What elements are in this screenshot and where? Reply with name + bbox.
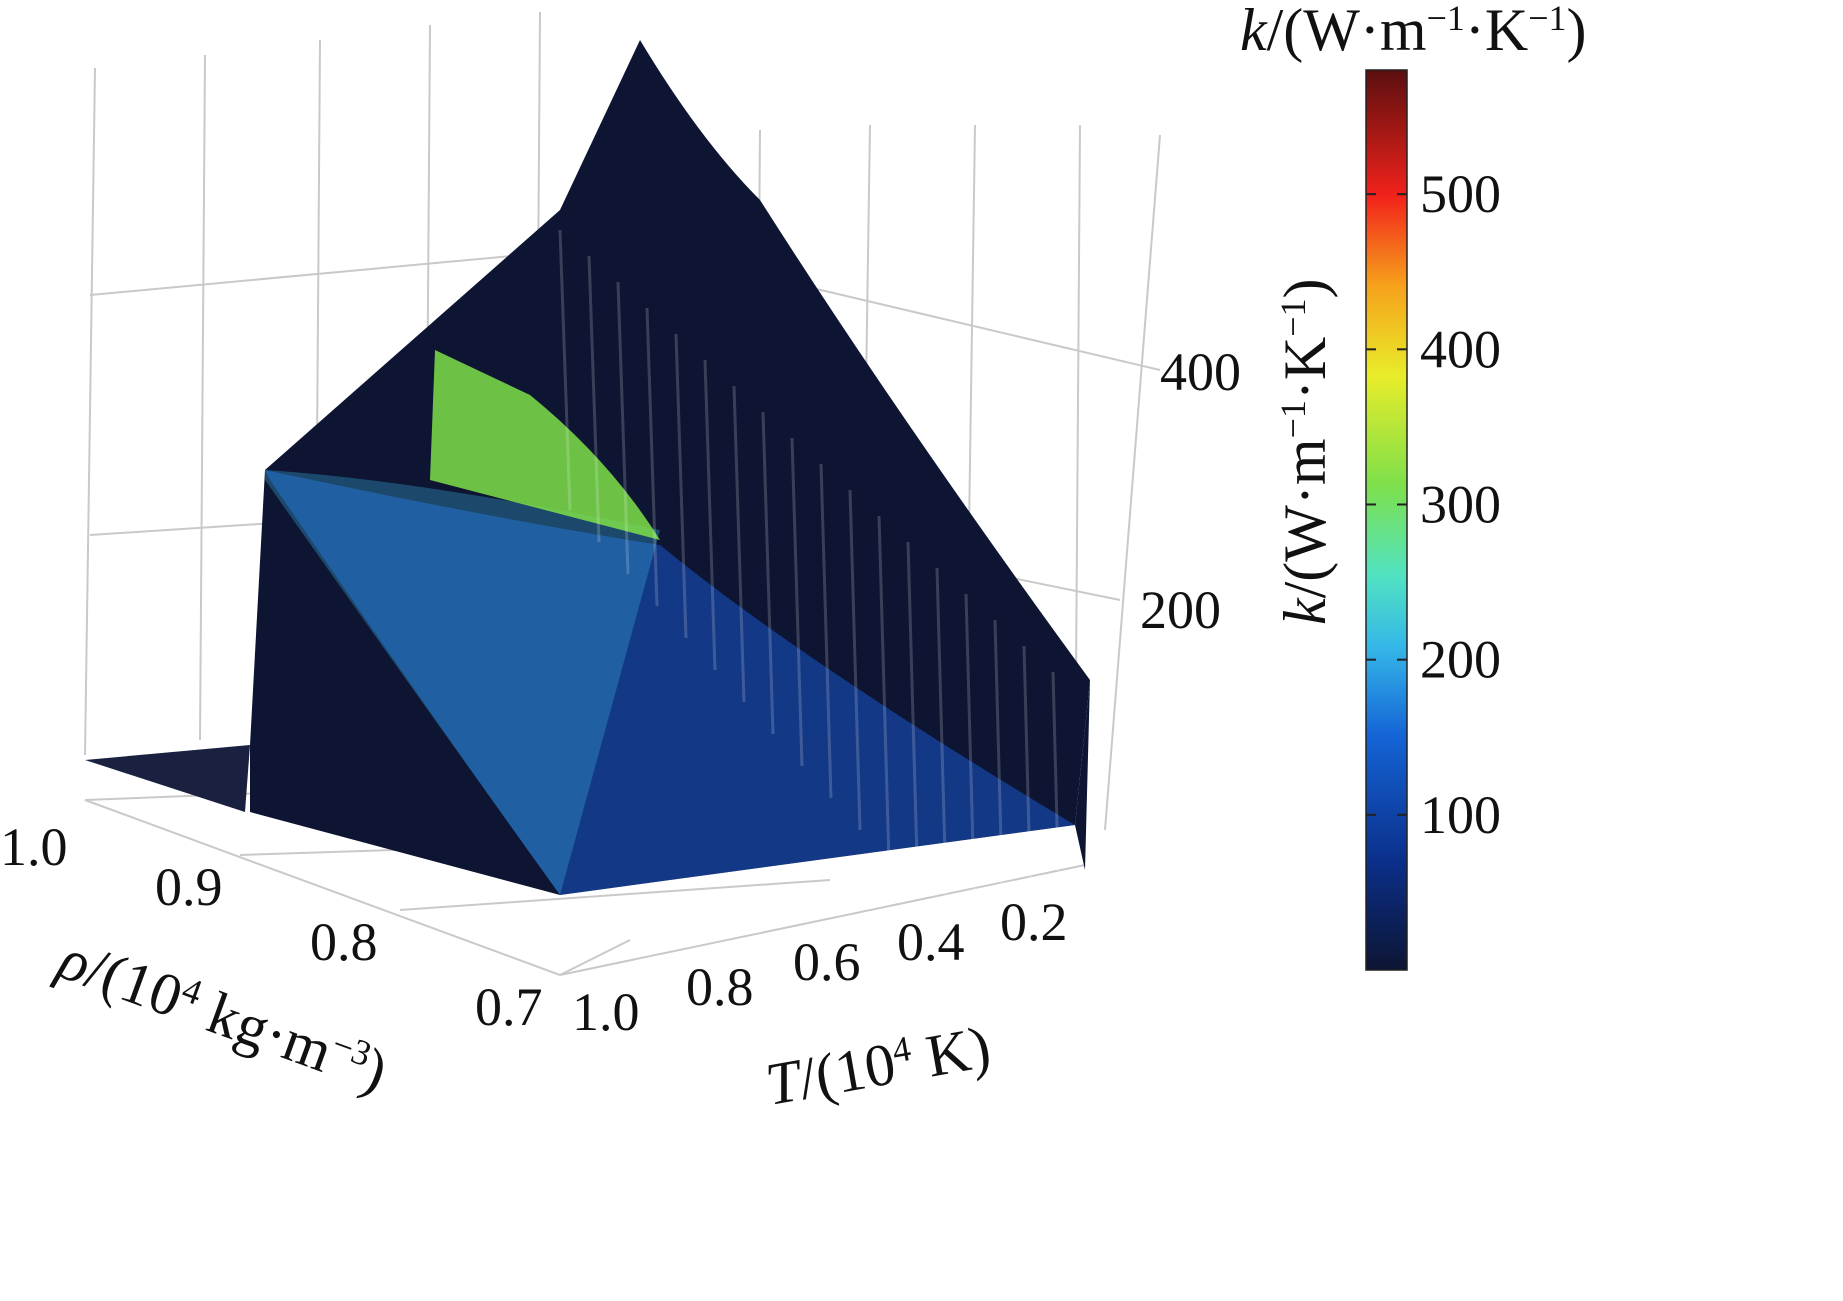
t-tick-label: 0.6 <box>793 932 861 992</box>
k-tick-label: 400 <box>1160 342 1241 402</box>
colorbar-tick-label: 400 <box>1420 319 1501 379</box>
surface <box>85 40 1090 1055</box>
surface-ridge <box>964 593 978 959</box>
surface-ridge <box>790 437 804 767</box>
t-tick-label: 0.2 <box>1000 892 1068 952</box>
k-tick-label: 200 <box>1140 580 1221 640</box>
t-tick-label: 0.4 <box>897 912 965 972</box>
rho-tick-label: 1.0 <box>0 817 68 877</box>
grid-line <box>399 879 831 911</box>
surface-ridge <box>877 515 891 863</box>
rho-axis-ticks: 1.0 0.9 0.8 0.7 <box>0 817 543 1037</box>
grid-line <box>1104 134 1161 831</box>
surface-ridge <box>1022 645 1036 1023</box>
colorbar-tick-label: 200 <box>1420 630 1501 690</box>
surface-ridge <box>761 411 775 735</box>
grid-line <box>559 864 1086 976</box>
surface-floor <box>85 745 250 812</box>
rho-tick-label: 0.8 <box>310 912 378 972</box>
surface-inner-fin <box>430 350 660 540</box>
surface-ridge <box>935 567 949 927</box>
surface-ridge <box>819 463 833 799</box>
grid-line <box>199 54 206 741</box>
surface-ridge <box>616 281 630 575</box>
colorbar-ticks: 100 200 300 400 500 <box>1366 164 1501 845</box>
grid-line <box>84 67 96 756</box>
t-axis-ticks: 1.0 0.8 0.6 0.4 0.2 <box>572 892 1068 1042</box>
t-tick-label: 0.8 <box>686 957 754 1017</box>
surface-ridge <box>1051 671 1065 1055</box>
colorbar-title: k/(W·m−1·K−1) <box>1240 0 1587 63</box>
k-axis-label: k/(W·m−1·K−1) <box>1272 279 1338 626</box>
surface-front-fold <box>265 470 1075 895</box>
k-axis-ticks: 200 400 <box>1140 342 1241 640</box>
grid-line <box>84 799 561 976</box>
surface-ridge <box>703 359 717 671</box>
surface-ridge <box>848 489 862 831</box>
t-tick-label: 1.0 <box>572 982 640 1042</box>
surface-ridge <box>732 385 746 703</box>
rho-tick-label: 0.9 <box>155 857 223 917</box>
surface-sheet <box>265 470 660 895</box>
colorbar-tick-label: 100 <box>1420 785 1501 845</box>
colorbar-tick-label: 300 <box>1420 474 1501 534</box>
surface-edge <box>1075 680 1090 870</box>
surface-ridge <box>645 307 659 607</box>
surface-ridge <box>558 229 572 511</box>
colorbar-tick-label: 500 <box>1420 164 1501 224</box>
surface-ridge <box>674 333 688 639</box>
surface-ridge <box>587 255 601 543</box>
grid-line <box>559 939 631 976</box>
surface-ridge <box>906 541 920 895</box>
surface-ridge <box>993 619 1007 991</box>
colorbar <box>1365 69 1408 971</box>
rho-tick-label: 0.7 <box>475 977 543 1037</box>
t-axis-label: T/(104 K) <box>761 1014 995 1118</box>
